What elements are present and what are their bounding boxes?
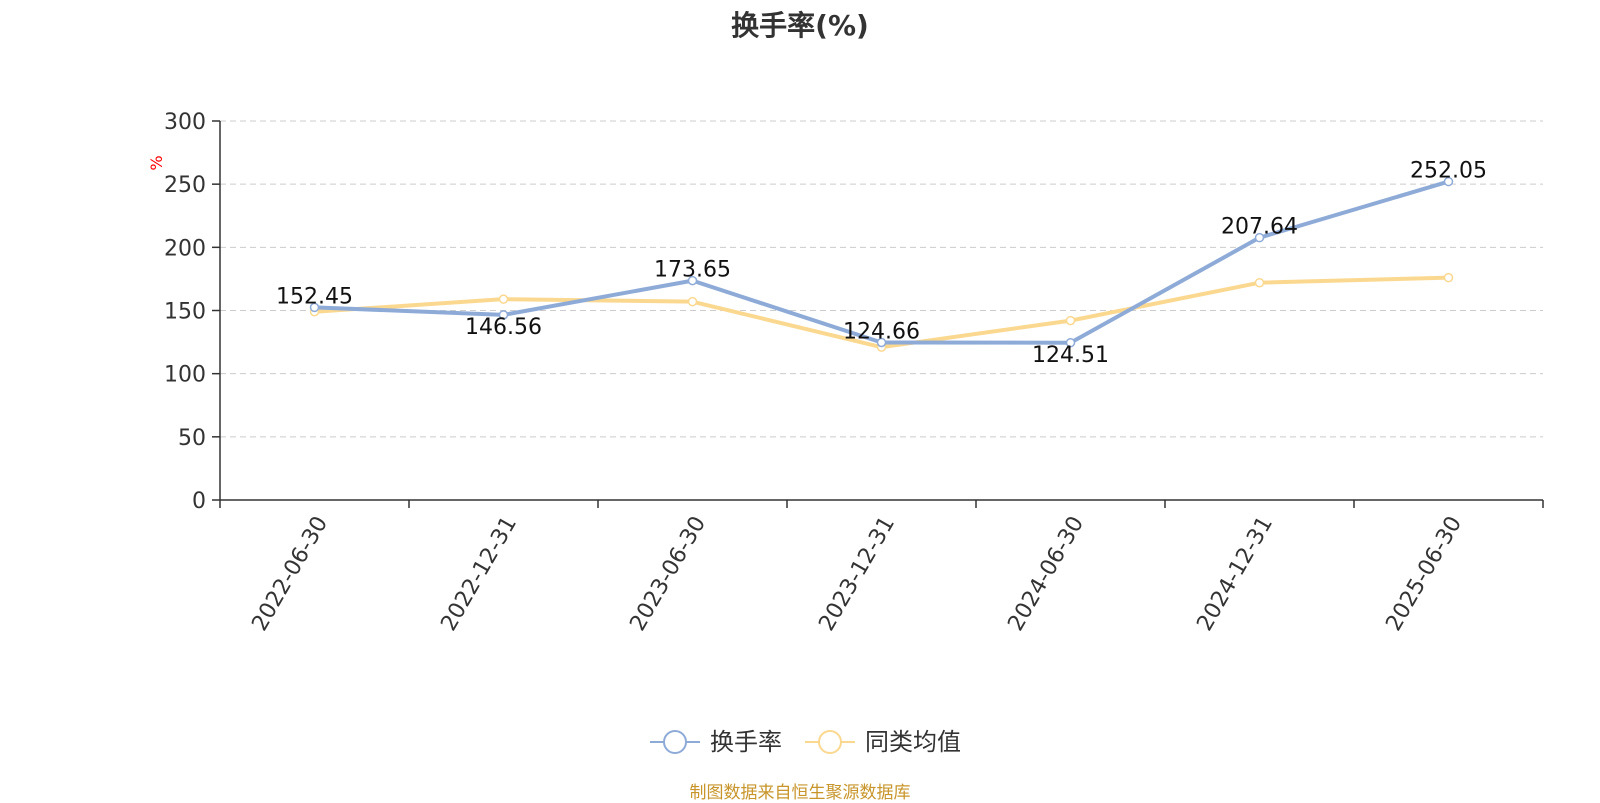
data-label: 207.64 (1221, 215, 1298, 240)
data-point (1254, 277, 1265, 288)
legend-marker (663, 730, 687, 754)
y-tick-label: 250 (164, 173, 206, 198)
y-tick-label: 300 (164, 110, 206, 135)
legend-label: 同类均值 (865, 728, 961, 756)
source-note: 制图数据来自恒生聚源数据库 (689, 783, 911, 803)
x-tick-label: 2022-12-31 (436, 512, 522, 635)
data-point (309, 302, 320, 313)
chart-title: 换手率(%) (731, 9, 869, 42)
data-label: 124.66 (843, 320, 920, 345)
data-label: 252.05 (1410, 159, 1487, 184)
x-tick-label: 2023-06-30 (625, 512, 711, 635)
data-point (1443, 272, 1454, 283)
data-point (1443, 176, 1454, 187)
data-label: 173.65 (654, 258, 731, 283)
y-tick-label: 100 (164, 363, 206, 388)
y-tick-label: 50 (178, 426, 206, 451)
data-point (687, 275, 698, 286)
data-label: 124.51 (1032, 343, 1109, 368)
y-tick-label: 150 (164, 300, 206, 325)
x-tick-label: 2024-12-31 (1192, 512, 1278, 635)
data-point (1065, 337, 1076, 348)
data-point (876, 337, 887, 348)
x-tick-label: 2022-06-30 (247, 512, 333, 635)
data-label: 146.56 (465, 315, 542, 340)
y-tick-label: 0 (192, 489, 206, 514)
data-point (498, 310, 509, 320)
data-point (1065, 315, 1076, 326)
data-label: 152.45 (276, 284, 353, 309)
x-tick-label: 2024-06-30 (1003, 512, 1089, 635)
data-point (1254, 232, 1265, 243)
data-point (687, 296, 698, 307)
y-tick-label: 200 (164, 236, 206, 261)
x-tick-label: 2023-12-31 (814, 512, 900, 635)
x-tick-label: 2025-06-30 (1381, 512, 1467, 635)
legend-label: 换手率 (710, 728, 782, 756)
data-point (498, 294, 509, 304)
y-axis-label: % (147, 155, 166, 170)
legend-marker (818, 730, 842, 754)
